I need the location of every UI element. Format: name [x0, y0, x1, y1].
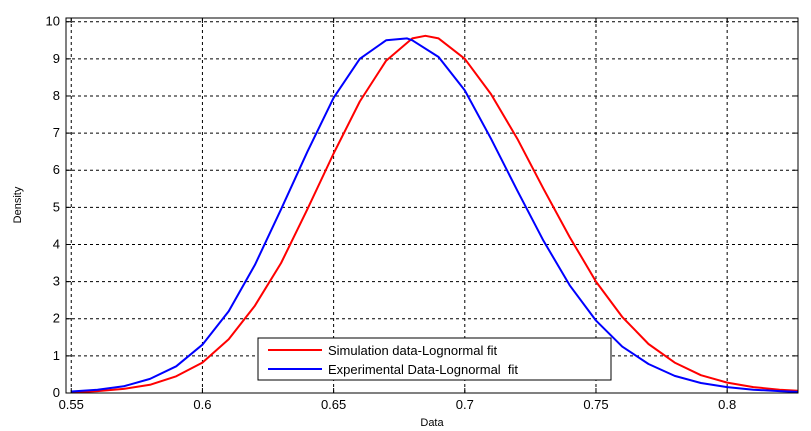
legend: Simulation data-Lognormal fit Experiment…	[257, 337, 612, 381]
series-lines	[71, 34, 798, 393]
y-tick-label: 8	[53, 88, 60, 103]
series-line-simulation	[71, 34, 798, 393]
y-tick-label: 9	[53, 51, 60, 66]
x-tick-label: 0.6	[193, 397, 211, 412]
y-tick-label: 2	[53, 311, 60, 326]
series-line-experimental	[71, 37, 798, 393]
x-tick-label: 0.8	[718, 397, 736, 412]
axis-ticks: 0.55 0.6 0.65 0.7 0.75 0.8 0 1 2 3 4 5 6 7 8 9 10	[46, 14, 798, 412]
plot-frame	[65, 17, 799, 394]
x-tick-label: 0.65	[321, 397, 346, 412]
y-axis-label: Density	[12, 186, 24, 223]
y-tick-label: 6	[53, 162, 60, 177]
legend-label-simulation: Simulation data-Lognormal fit	[328, 343, 497, 358]
x-tick-label: 0.55	[59, 397, 84, 412]
y-tick-label: 5	[53, 199, 60, 214]
plot-area	[66, 18, 798, 393]
y-tick-label: 10	[46, 14, 60, 29]
x-axis-label: Data	[420, 417, 444, 429]
y-tick-label: 0	[53, 385, 60, 400]
y-tick-label: 4	[53, 236, 60, 251]
x-tick-label: 0.7	[456, 397, 474, 412]
legend-label-experimental: Experimental Data-Lognormal fit	[328, 362, 518, 377]
x-tick-label: 0.75	[583, 397, 608, 412]
y-tick-label: 1	[53, 348, 60, 363]
y-tick-label: 7	[53, 125, 60, 140]
grid	[66, 18, 798, 393]
legend-box	[257, 337, 612, 381]
y-tick-label: 3	[53, 274, 60, 289]
